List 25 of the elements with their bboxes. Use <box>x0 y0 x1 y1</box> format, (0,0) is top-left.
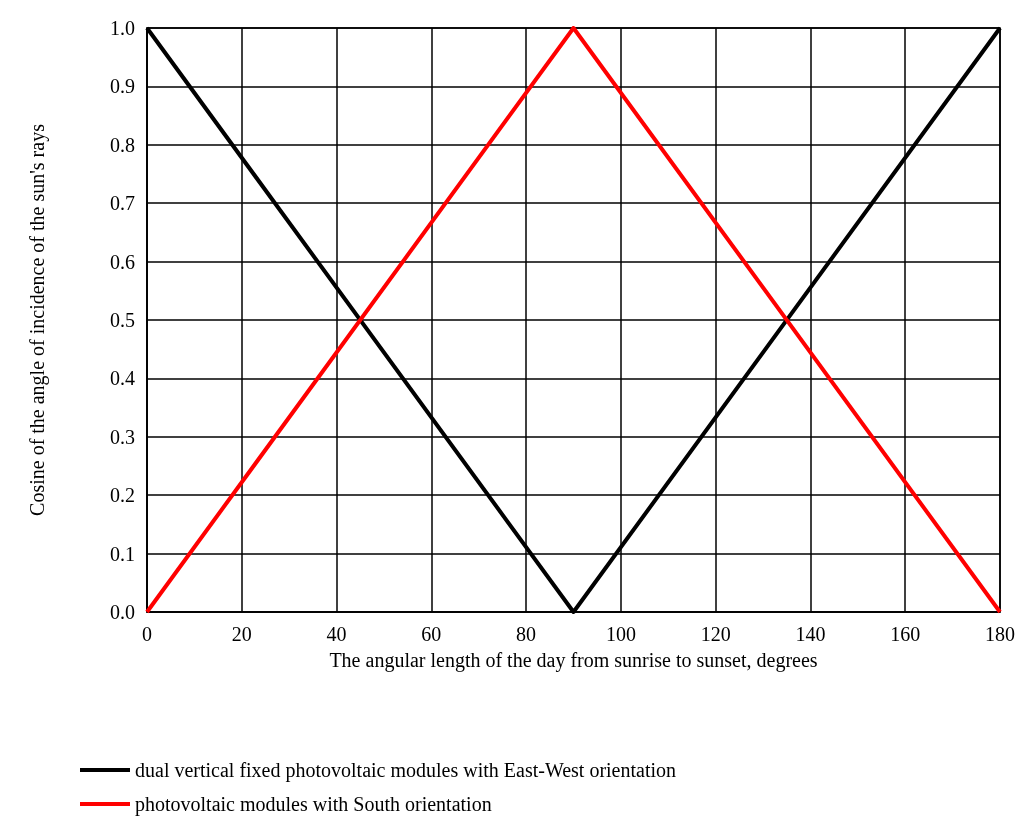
y-tick-label: 0.3 <box>110 425 135 448</box>
y-tick-label: 0.9 <box>110 75 135 98</box>
legend-label: photovoltaic modules with South orientation <box>135 793 492 816</box>
x-tick-label: 160 <box>890 623 921 645</box>
x-tick-label: 120 <box>700 623 731 645</box>
x-tick-label: 100 <box>605 623 636 645</box>
x-axis-title: The angular length of the day from sunrise to sunset, degrees <box>329 649 818 672</box>
x-tick-label: 80 <box>516 623 537 645</box>
x-tick-label: 40 <box>326 623 347 645</box>
x-tick-label: 140 <box>795 623 826 645</box>
y-tick-label: 0.2 <box>110 484 135 507</box>
x-tick-label: 20 <box>231 623 252 645</box>
y-tick-label: 0.5 <box>110 309 135 331</box>
y-tick-label: 1.0 <box>110 17 135 39</box>
legend-label: dual vertical fixed photovoltaic modules with East-West orientation <box>135 759 677 782</box>
x-tick-label: 60 <box>421 623 442 645</box>
y-tick-label: 0.6 <box>110 250 135 273</box>
y-tick-label: 0.7 <box>110 192 135 215</box>
x-tick-label: 0 <box>142 623 152 645</box>
y-axis-title: Cosine of the angle of incidence of the sun's rays <box>26 123 49 516</box>
y-tick-label: 0.4 <box>110 367 135 390</box>
x-tick-label: 180 <box>985 623 1015 645</box>
y-tick-label: 0.1 <box>110 542 135 565</box>
y-tick-label: 0.8 <box>110 133 135 156</box>
y-tick-label: 0.0 <box>110 601 135 623</box>
